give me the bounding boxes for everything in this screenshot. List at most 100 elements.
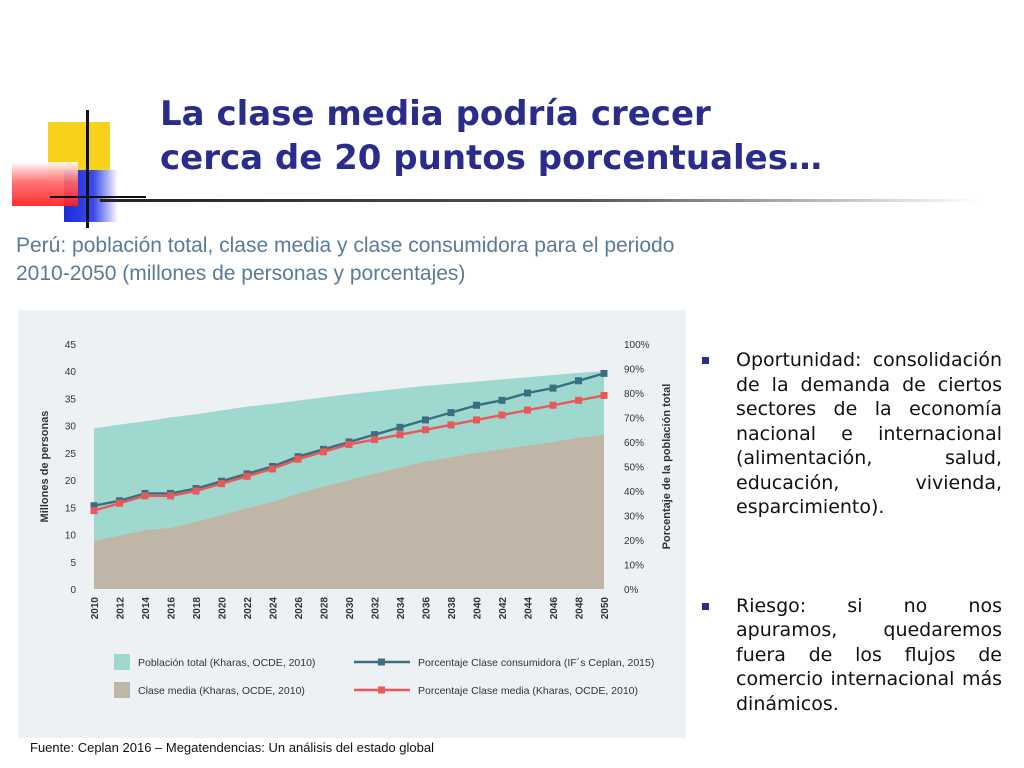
population-chart: 0 5 10 15 20 25 30 35 40 45 0% 10% 20% 30% 40% 50% 60% 70… — [39, 340, 673, 698]
area-series-1 — [94, 434, 604, 589]
line-marker-1-1 — [116, 499, 123, 507]
y2-tick-label: 10% — [624, 561, 644, 572]
slide-title: La clase media podría crecer cerca de 20… — [160, 92, 920, 180]
y-tick-label: 10 — [65, 531, 77, 542]
bullet-list: Oportunidad: consolidación de la demanda… — [700, 348, 1002, 716]
y-tick-label: 15 — [65, 503, 77, 514]
y2-tick-label: 40% — [624, 487, 644, 498]
legend-swatch — [114, 682, 130, 698]
line-marker-0-19 — [575, 377, 582, 385]
y-tick-label: 35 — [65, 394, 77, 405]
y-tick-label: 40 — [65, 367, 77, 378]
legend-label: Porcentaje Clase consumidora (IF´s Cepla… — [418, 657, 654, 669]
line-marker-0-11 — [371, 431, 378, 439]
line-marker-0-14 — [447, 409, 455, 417]
x-tick-label: 2032 — [371, 597, 382, 620]
line-marker-0-15 — [473, 401, 480, 409]
line-marker-1-15 — [473, 416, 480, 424]
line-marker-0-18 — [549, 384, 557, 392]
x-tick-label: 2048 — [575, 597, 586, 620]
x-tick-label: 2020 — [218, 597, 229, 620]
y2-tick-label: 60% — [624, 438, 644, 449]
x-tick-label: 2028 — [320, 597, 331, 620]
legend-marker — [378, 658, 385, 666]
x-tick-label: 2016 — [167, 597, 178, 620]
x-tick-label: 2030 — [345, 597, 356, 620]
line-marker-1-14 — [447, 421, 455, 429]
line-marker-1-20 — [600, 391, 608, 399]
logo-vertical-line — [86, 110, 89, 228]
line-marker-1-12 — [396, 431, 404, 439]
line-marker-1-11 — [371, 436, 378, 444]
line-marker-0-16 — [498, 396, 506, 404]
line-marker-1-19 — [575, 396, 582, 404]
line-marker-1-2 — [141, 492, 149, 500]
legend-label: Población total (Kharas, OCDE, 2010) — [138, 657, 315, 669]
line-marker-1-5 — [218, 480, 225, 488]
y-tick-label: 20 — [65, 476, 77, 487]
y-tick-label: 30 — [65, 422, 77, 433]
bullet-item-risk: Riesgo: si no nos apuramos, quedaremos f… — [700, 594, 1002, 717]
y-tick-label: 0 — [70, 585, 76, 596]
y-tick-label: 25 — [65, 449, 77, 460]
y2-tick-label: 20% — [624, 536, 644, 547]
bullet-marker-icon — [702, 357, 709, 364]
chart-heading-line-1: Perú: población total, clase media y cla… — [16, 234, 675, 257]
y2-tick-label: 70% — [624, 414, 644, 425]
y2-tick-label: 80% — [624, 389, 644, 400]
y-axis-title: Millones de personas — [39, 411, 51, 523]
line-marker-0-17 — [524, 389, 531, 397]
x-tick-label: 2034 — [396, 597, 407, 620]
x-tick-label: 2022 — [243, 597, 254, 620]
bullet-text: Oportunidad: consolidación de la demanda… — [736, 349, 1002, 518]
x-tick-label: 2012 — [116, 597, 127, 620]
logo-horizontal-line — [50, 196, 146, 198]
x-tick-label: 2010 — [90, 597, 101, 620]
x-tick-label: 2014 — [141, 597, 152, 620]
line-marker-1-0 — [90, 507, 98, 515]
line-marker-1-7 — [269, 465, 276, 473]
slide-title-line-2: cerca de 20 puntos porcentuales… — [160, 138, 822, 178]
legend-label: Porcentaje Clase media (Kharas, OCDE, 20… — [418, 685, 638, 697]
source-footnote: Fuente: Ceplan 2016 – Megatendencias: Un… — [30, 740, 434, 755]
bullet-item-opportunity: Oportunidad: consolidación de la demanda… — [700, 348, 1002, 520]
x-tick-label: 2026 — [294, 597, 305, 620]
y-tick-label: 45 — [65, 340, 77, 351]
x-tick-label: 2038 — [447, 597, 458, 620]
x-tick-label: 2044 — [524, 597, 535, 620]
legend-marker — [378, 686, 385, 694]
y2-tick-label: 0% — [624, 585, 639, 596]
line-marker-1-18 — [549, 401, 557, 409]
x-tick-label: 2042 — [498, 597, 509, 620]
line-marker-1-4 — [192, 487, 200, 495]
line-marker-1-13 — [422, 426, 429, 434]
legend-label: Clase media (Kharas, OCDE, 2010) — [138, 685, 305, 697]
line-marker-1-6 — [243, 472, 251, 480]
x-tick-label: 2046 — [549, 597, 560, 620]
line-marker-1-8 — [294, 455, 302, 463]
x-tick-label: 2040 — [473, 597, 484, 620]
chart-heading-line-2: 2010-2050 (millones de personas y porcen… — [16, 262, 466, 285]
x-tick-label: 2024 — [269, 597, 280, 620]
y2-tick-label: 50% — [624, 463, 644, 474]
slide-title-line-1: La clase media podría crecer — [160, 94, 711, 134]
line-marker-1-9 — [320, 448, 327, 456]
y-tick-label: 5 — [70, 558, 76, 569]
line-marker-1-3 — [167, 492, 174, 500]
line-marker-1-17 — [524, 406, 531, 414]
bullet-marker-icon — [702, 602, 709, 610]
line-marker-0-0 — [90, 502, 98, 510]
logo-red-square — [12, 162, 78, 206]
line-marker-0-13 — [422, 416, 429, 424]
line-marker-1-16 — [498, 411, 506, 419]
title-divider — [100, 199, 980, 202]
y2-axis-title: Porcentaje de la población total — [661, 384, 673, 550]
line-marker-0-20 — [600, 369, 608, 377]
y2-tick-label: 100% — [624, 340, 650, 351]
line-marker-1-10 — [345, 440, 353, 448]
y2-tick-label: 90% — [624, 365, 644, 376]
x-tick-label: 2018 — [192, 597, 203, 620]
bullet-text: Riesgo: si no nos apuramos, quedaremos f… — [736, 594, 1002, 715]
y2-tick-label: 30% — [624, 512, 644, 523]
chart-heading: Perú: población total, clase media y cla… — [16, 232, 716, 288]
